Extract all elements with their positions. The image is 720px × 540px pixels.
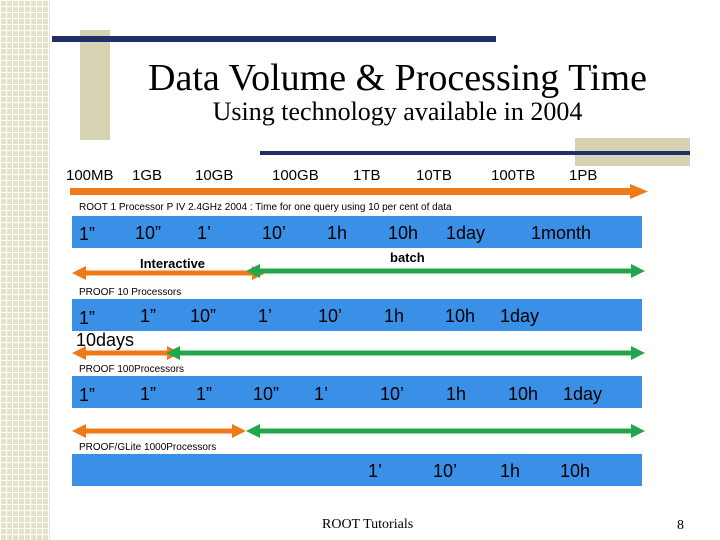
title-rule-bottom xyxy=(260,151,690,155)
slide-subtitle: Using technology available in 2004 xyxy=(212,97,583,126)
time-bar-proof10 xyxy=(72,299,642,331)
interactive-range-arrow xyxy=(72,266,266,280)
time-value: 1” xyxy=(79,224,96,244)
time-value: 10days xyxy=(76,330,135,350)
scale-label: 10GB xyxy=(195,167,234,184)
interactive-range-arrow xyxy=(72,424,246,438)
slide-title: Data Volume & Processing Time xyxy=(148,57,647,99)
time-value: 1’ xyxy=(314,384,329,404)
footer-text: ROOT Tutorials xyxy=(322,517,414,532)
section-label-root: ROOT 1 Processor P IV 2.4GHz 2004 : Time… xyxy=(79,202,452,213)
scale-label: 100MB xyxy=(66,167,114,184)
time-value: 1day xyxy=(500,306,540,326)
time-value: 1h xyxy=(327,223,348,243)
interactive-label: Interactive xyxy=(140,256,206,271)
scale-label: 1PB xyxy=(569,167,598,184)
time-value: 1” xyxy=(79,385,96,405)
time-value: 10’ xyxy=(262,223,287,243)
time-value: 10h xyxy=(560,461,591,481)
batch-label: batch xyxy=(390,250,425,265)
batch-range-arrow xyxy=(246,264,645,278)
time-value: 1’ xyxy=(368,461,383,481)
time-bar-root xyxy=(72,216,642,248)
batch-range-arrow xyxy=(246,424,645,438)
time-value: 10’ xyxy=(380,384,405,404)
section-label-proof100: PROOF 100Processors xyxy=(79,364,185,375)
time-value: 1’ xyxy=(197,223,212,243)
time-value: 10” xyxy=(190,306,217,326)
time-value: 1’ xyxy=(258,306,273,326)
time-value: 1” xyxy=(79,308,96,328)
page-number: 8 xyxy=(677,518,684,533)
section-label-proof10: PROOF 10 Processors xyxy=(79,287,182,298)
grid-pattern-decoration xyxy=(0,0,50,540)
scale-label: 1TB xyxy=(353,167,381,184)
time-value: 1h xyxy=(500,461,521,481)
time-value: 10h xyxy=(508,384,539,404)
time-bar-proof100 xyxy=(72,376,642,408)
time-value: 10’ xyxy=(433,461,458,481)
time-value: 1day xyxy=(446,223,486,243)
time-value: 1h xyxy=(446,384,467,404)
time-value: 1” xyxy=(196,384,213,404)
time-value: 1month xyxy=(531,223,592,243)
time-value: 1day xyxy=(563,384,603,404)
scale-label: 10TB xyxy=(416,167,452,184)
scale-label: 100TB xyxy=(491,167,536,184)
time-value: 1” xyxy=(140,384,157,404)
time-value: 1” xyxy=(140,306,157,326)
section-label-proof1000: PROOF/GLite 1000Processors xyxy=(79,442,217,453)
data-volume-arrow xyxy=(70,184,648,199)
time-value: 1h xyxy=(384,306,405,326)
time-value: 10” xyxy=(253,384,280,404)
time-value: 10h xyxy=(445,306,476,326)
time-value: 10” xyxy=(135,223,162,243)
title-accent-block xyxy=(80,30,110,140)
time-bar-proof1000 xyxy=(72,454,642,486)
batch-range-arrow xyxy=(166,346,645,360)
time-value: 10’ xyxy=(318,306,343,326)
scale-label: 1GB xyxy=(132,167,163,184)
time-value: 10h xyxy=(388,223,419,243)
scale-label: 100GB xyxy=(272,167,319,184)
title-rule-top xyxy=(52,36,496,42)
